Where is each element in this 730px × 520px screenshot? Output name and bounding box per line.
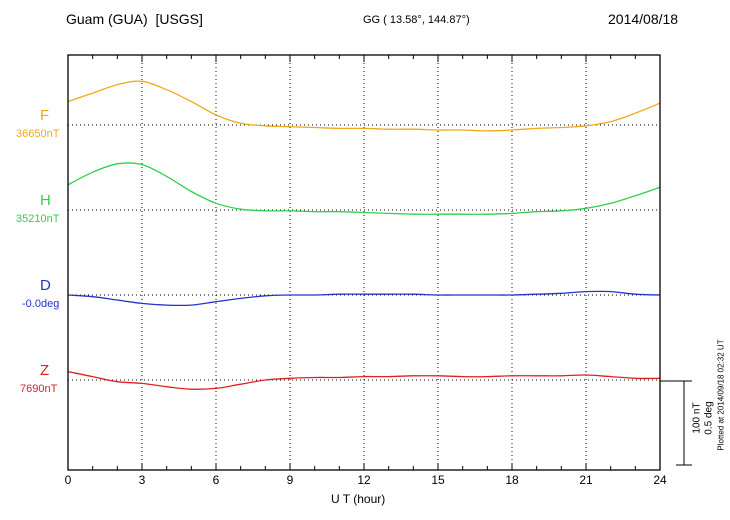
x-tick-label: 6 [212,473,220,487]
trace-f [67,80,661,132]
series-label-z: Z [40,362,50,379]
x-tick-label: 9 [286,473,294,487]
scale-bar-nt-label: 100 nT [691,402,703,434]
plotted-timestamp: Plotted at 2014/09/18 02:32 UT [716,339,726,451]
plot-border [67,54,661,471]
x-tick-label: 12 [357,473,371,487]
plot-date: 2014/08/18 [608,11,679,27]
trace-d [67,290,661,307]
series-baseline-f: 36650nT [16,128,60,140]
series-label-f: F [40,107,50,124]
x-tick-label: 15 [431,473,445,487]
x-tick-label: 3 [138,473,146,487]
gridlines [68,55,660,470]
scale-bar [660,380,692,466]
x-tick-label: 18 [505,473,519,487]
station-title: Guam (GUA) [USGS] [66,11,203,27]
series-baseline-d: -0.0deg [22,298,60,310]
x-tick-label: 0 [64,473,72,487]
scale-bar-deg-label: 0.5 deg [703,401,715,435]
x-tick-label: 21 [579,473,593,487]
trace-h [67,162,661,215]
trace-z [67,370,661,390]
x-axis-label: U T (hour) [331,492,386,506]
series-baseline-h: 35210nT [16,213,60,225]
series-baseline-z: 7690nT [20,383,58,395]
geographic-coordinates: GG ( 13.58°, 144.87°) [363,14,470,26]
series-label-d: D [40,277,51,294]
series-label-h: H [40,192,51,209]
x-tick-label: 24 [653,473,667,487]
